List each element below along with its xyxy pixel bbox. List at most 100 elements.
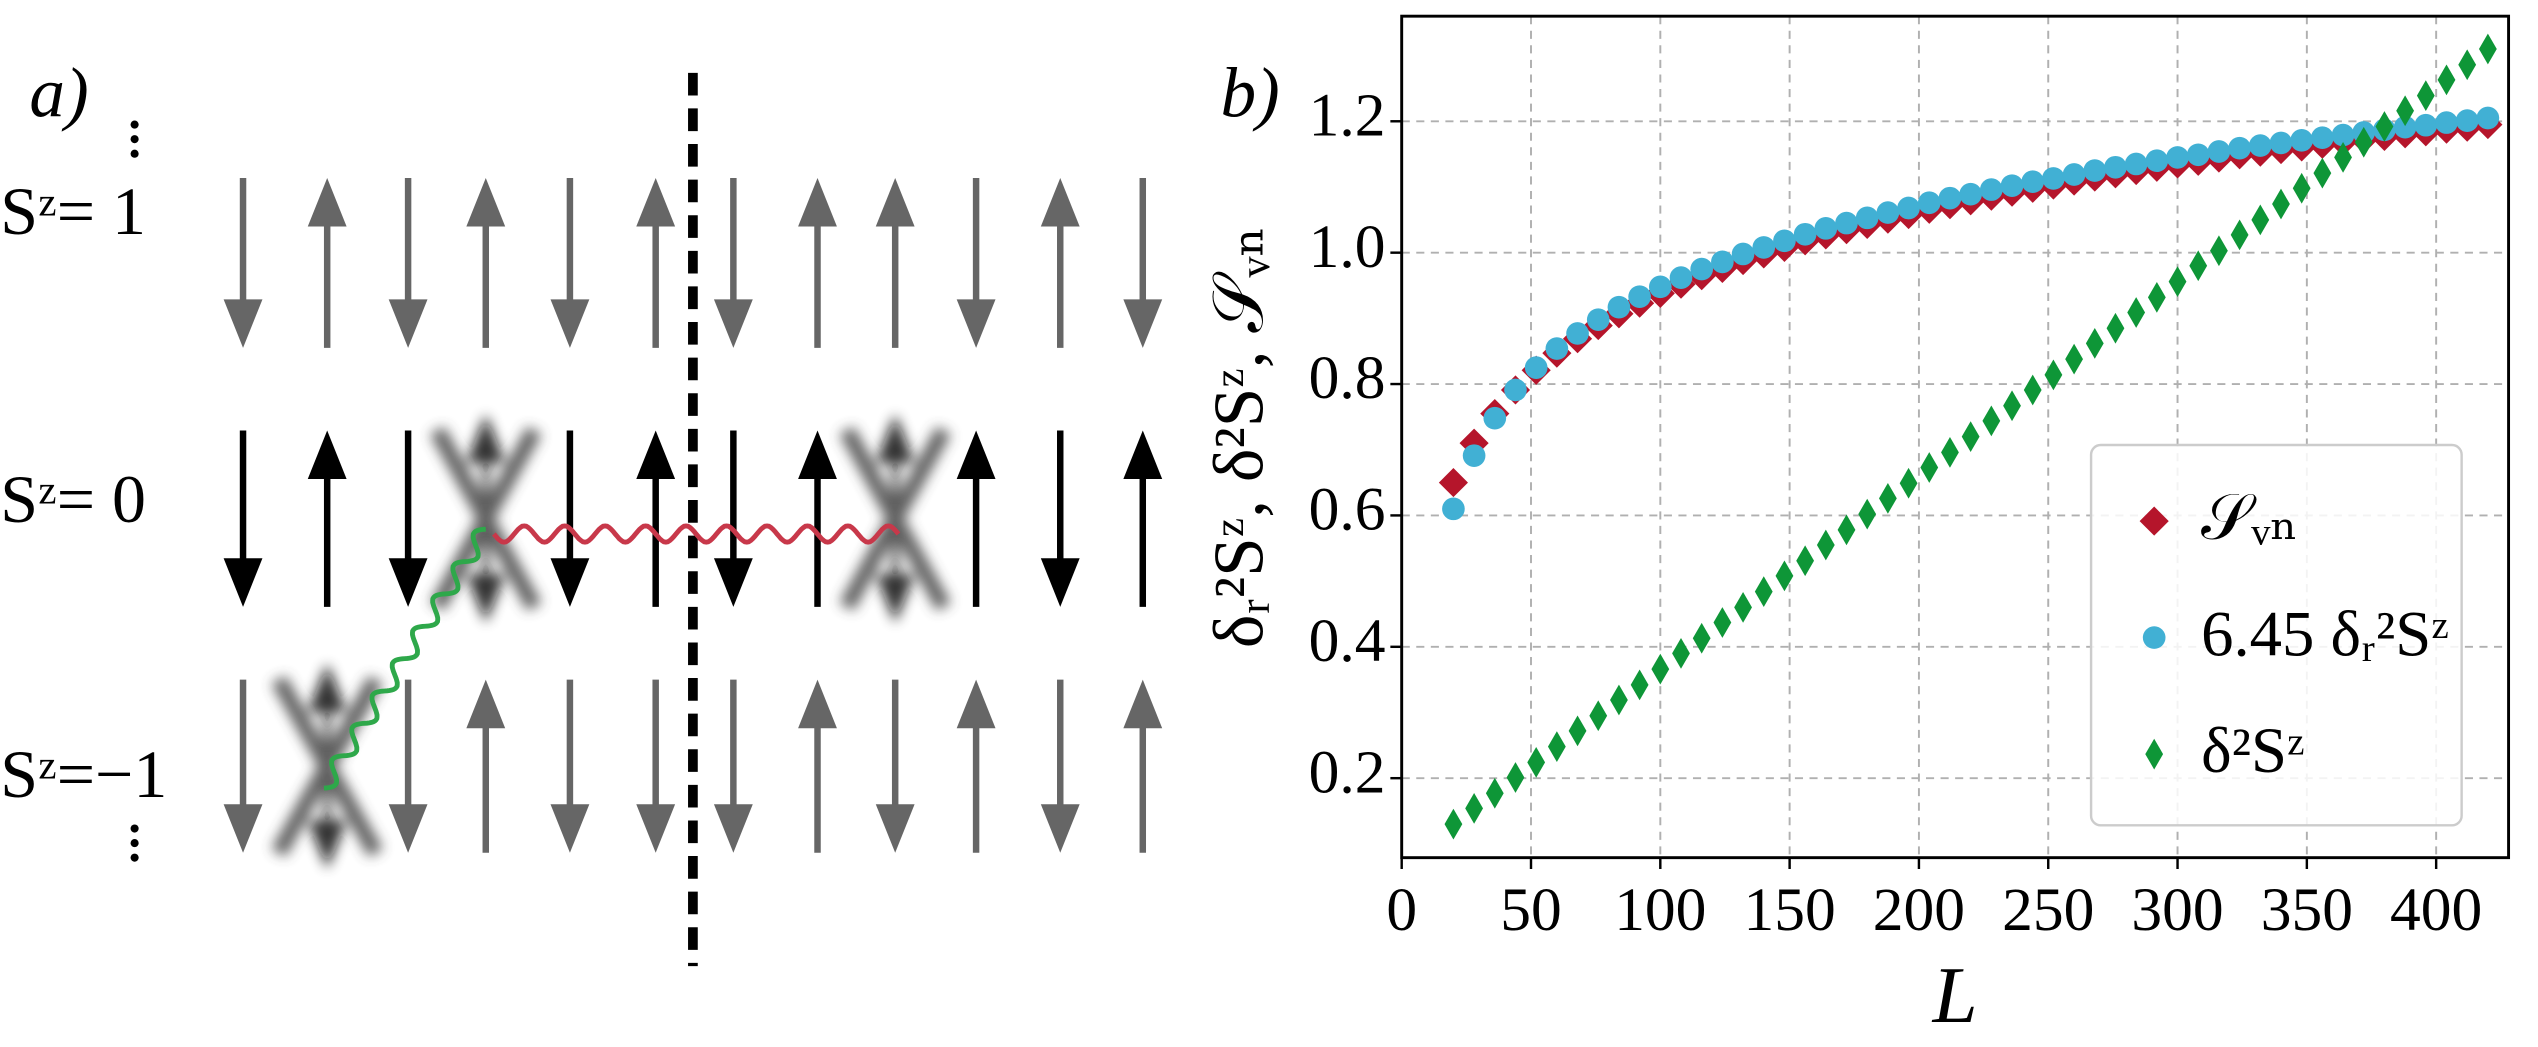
- legend-label: δ²Sᶻ: [2201, 714, 2305, 786]
- spin-arrow-head: [388, 804, 428, 853]
- data-point: [1897, 196, 1920, 220]
- spin-arrow-head: [466, 679, 506, 729]
- data-point: [1610, 684, 1628, 716]
- data-point: [1692, 622, 1711, 654]
- data-point: [2210, 235, 2228, 267]
- data-point: [1545, 337, 1569, 360]
- data-point: [1524, 356, 1548, 379]
- plot: 0 50 100 150 200 250 300 350 400 0.2 0.4 0.6 0.8 1.0 1…: [1201, 14, 2511, 1040]
- spin-arrow-head: [388, 558, 428, 607]
- x-tick-label: 200: [1873, 876, 1965, 944]
- spin-arrow-head: [956, 430, 996, 479]
- spin-arrow-head: [875, 804, 915, 853]
- data-point: [1858, 498, 1877, 530]
- data-point: [1961, 421, 1980, 452]
- data-point: [1566, 322, 1589, 345]
- data-point: [2292, 172, 2311, 204]
- data-point: [2083, 159, 2107, 182]
- superposed-spin: [839, 414, 951, 624]
- data-point: [2230, 219, 2249, 251]
- spin-arrow-head: [798, 679, 837, 729]
- y-tick-label: 0.2: [1309, 738, 1386, 806]
- data-point: [1586, 308, 1610, 331]
- data-point: [2435, 111, 2458, 134]
- y-axis-label: δᵣ²Sᶻ, δ²Sᶻ, 𝒮ᵥₙ: [1201, 226, 1279, 648]
- data-point: [1899, 467, 1918, 499]
- spin-arrow-head: [713, 804, 753, 853]
- data-point: [2396, 95, 2415, 127]
- data-point: [1959, 182, 1982, 206]
- spin-arrow-head: [798, 430, 837, 479]
- spin-arrow-head: [466, 178, 506, 227]
- data-point: [2393, 115, 2417, 139]
- data-point: [1465, 793, 1484, 824]
- data-point: [2354, 126, 2373, 158]
- data-point: [1462, 444, 1486, 467]
- data-point: [2104, 155, 2127, 179]
- data-point: [2000, 174, 2024, 197]
- superposed-spin: [271, 663, 383, 869]
- x-tick-label: 400: [2390, 876, 2482, 944]
- spin-arrow-head: [550, 804, 590, 853]
- spin-arrow-head: [1040, 178, 1080, 227]
- x-axis-label: L: [1932, 950, 1978, 1040]
- data-point: [1690, 257, 1714, 281]
- data-point: [2331, 123, 2355, 147]
- data-point: [1980, 178, 2003, 201]
- data-point: [1837, 514, 1856, 546]
- data-point: [1589, 700, 1608, 732]
- data-point: [1835, 211, 1858, 235]
- data-point: [2042, 167, 2065, 190]
- data-point: [1485, 777, 1504, 809]
- y-tick-label: 0.4: [1309, 607, 1386, 675]
- data-point: [1938, 186, 1962, 210]
- data-point: [1648, 275, 1672, 299]
- data-point: [2334, 142, 2352, 173]
- legend-marker: [2142, 626, 2166, 649]
- data-point: [1982, 405, 2001, 437]
- spin-arrow-head: [713, 558, 753, 607]
- legend-frame: [2089, 443, 2463, 827]
- data-point: [2145, 149, 2169, 173]
- data-point: [2044, 359, 2063, 391]
- spin-arrow-head: [875, 574, 915, 624]
- spin-arrow-head: [223, 299, 263, 348]
- y-tick-label: 1.2: [1309, 81, 1386, 149]
- data-point: [1793, 222, 1817, 246]
- x-tick-label: 0: [1386, 876, 1417, 944]
- data-point: [2458, 49, 2477, 81]
- blur-wing: [839, 426, 951, 611]
- data-point: [1796, 545, 1815, 577]
- spin-arrow-head: [1123, 430, 1163, 479]
- spin-arrow-head: [1040, 804, 1080, 853]
- data-point: [2272, 188, 2290, 220]
- data-point: [2021, 170, 2045, 194]
- ellipsis: [130, 120, 139, 862]
- data-point: [2186, 143, 2210, 167]
- blur-wing: [271, 675, 383, 857]
- panel-label: a): [29, 55, 88, 133]
- y-tick-label: 1.0: [1309, 213, 1386, 281]
- data-point: [2313, 157, 2332, 189]
- data-point: [1734, 592, 1752, 623]
- data-point: [1630, 669, 1649, 701]
- spin-arrow-head: [875, 414, 915, 463]
- data-point: [1941, 436, 1959, 468]
- data-point: [1442, 497, 1465, 521]
- data-point: [1444, 808, 1463, 840]
- x-tick-label: 100: [1614, 876, 1706, 944]
- spin-arrow-head: [636, 430, 676, 479]
- data-point: [1752, 236, 1776, 259]
- spin-arrow-head: [956, 299, 996, 348]
- data-point: [2168, 266, 2187, 297]
- row-label: Sᶻ= 1: [0, 173, 146, 249]
- spin-arrow-head: [466, 574, 506, 624]
- spin-arrow-head: [636, 178, 676, 227]
- data-point: [1773, 229, 1796, 253]
- data-point: [2476, 106, 2500, 130]
- data-point: [1547, 731, 1566, 763]
- spin-arrow-head: [307, 663, 347, 713]
- spin-arrow-head: [388, 299, 428, 348]
- data-point: [1876, 201, 1900, 224]
